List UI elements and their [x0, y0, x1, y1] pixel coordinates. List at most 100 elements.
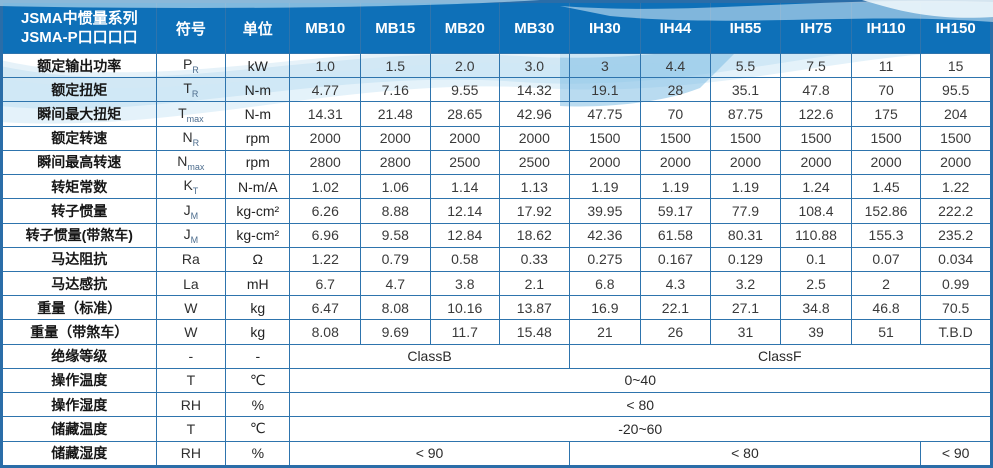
span-cell: < 90 [920, 440, 992, 467]
value-cell: 15 [920, 52, 992, 79]
value-cell: 14.31 [289, 101, 362, 127]
symbol-cell: T [155, 367, 227, 394]
value-cell: 80.31 [709, 222, 782, 248]
symbol-cell: JM [155, 198, 227, 224]
value-cell: 3.8 [429, 270, 501, 297]
unit-cell: ℃ [225, 416, 291, 442]
value-cell: 12.84 [429, 222, 501, 248]
unit-cell: Ω [225, 246, 291, 272]
row-label: 重量（标准） [1, 295, 157, 321]
model-column-header-ih55: IH55 [709, 1, 782, 54]
value-cell: 51 [850, 319, 922, 345]
value-cell: 1.13 [499, 174, 570, 200]
value-cell: 6.8 [568, 270, 642, 297]
value-cell: 0.58 [429, 246, 501, 272]
value-cell: 1.19 [709, 174, 782, 200]
table-title-line2: JSMA-P口口口口 [20, 29, 138, 46]
spec-row-12: 绝缘等级 - - ClassB ClassF [1, 343, 993, 369]
unit-cell: ℃ [225, 367, 291, 394]
value-cell: 59.17 [640, 198, 711, 224]
unit-cell: mH [225, 270, 291, 297]
value-cell: 87.75 [709, 101, 782, 127]
row-label: 瞬间最大扭矩 [1, 101, 157, 127]
spec-row-1: 额定扭矩 TR N-m 4.77 7.16 9.55 14.32 19.1 28 35.1 47.8… [1, 77, 992, 103]
spec-row-0: 额定输出功率 PR kW 1.0 1.5 2.0 3.0 3 4.4 5.5 7.5 11 15 [1, 52, 992, 79]
value-cell: 152.86 [850, 198, 922, 224]
value-cell: 1500 [640, 125, 711, 151]
value-cell: 10.16 [429, 295, 501, 321]
row-label: 转矩常数 [1, 174, 157, 200]
value-cell: 8.08 [289, 319, 362, 345]
value-cell: 70.5 [920, 295, 992, 321]
value-cell: 5.5 [709, 52, 782, 79]
row-label: 额定转速 [1, 125, 157, 151]
value-cell: 1.19 [640, 174, 711, 200]
value-cell: 9.69 [360, 319, 431, 345]
value-cell: 27.1 [709, 295, 782, 321]
symbol-cell: Ra [155, 246, 227, 272]
spec-row-3: 额定转速 NR rpm 2000 2000 2000 2000 1500 1500 1500 150… [1, 125, 992, 151]
value-cell: 19.1 [568, 77, 642, 103]
value-cell: 4.7 [360, 270, 431, 297]
value-cell: 108.4 [780, 198, 852, 224]
unit-cell: % [225, 392, 291, 418]
value-cell: 22.1 [640, 295, 711, 321]
value-cell: 21 [568, 319, 642, 345]
value-cell: 1.02 [289, 174, 362, 200]
value-cell: 1.45 [850, 174, 922, 200]
value-cell: 0.275 [568, 246, 642, 272]
value-cell: 2000 [360, 125, 431, 151]
row-label: 转子惯量(带煞车) [1, 222, 157, 248]
symbol-cell: PR [155, 52, 227, 79]
spec-row-4: 瞬间最高转速 Nmax rpm 2800 2800 2500 2500 2000 2000 200… [1, 149, 992, 176]
value-cell: 4.77 [289, 77, 362, 103]
value-cell: 11 [850, 52, 922, 79]
value-cell: 34.8 [780, 295, 852, 321]
row-label: 重量（带煞车） [1, 319, 157, 345]
value-cell: 77.9 [709, 198, 782, 224]
span-cell: < 80 [568, 440, 922, 467]
value-cell: 1500 [850, 125, 922, 151]
value-cell: 222.2 [920, 198, 992, 224]
value-cell: 11.7 [429, 319, 501, 345]
table-title-line1: JSMA中惯量系列 [20, 9, 138, 27]
value-cell: 1.14 [429, 174, 501, 200]
table-title: JSMA中惯量系列 JSMA-P口口口口 [1, 1, 157, 54]
value-cell: 2500 [499, 149, 570, 176]
row-label: 额定扭矩 [1, 77, 157, 103]
value-cell: 35.1 [709, 77, 782, 103]
value-cell: 2000 [568, 149, 642, 176]
row-label: 马达感抗 [1, 270, 157, 297]
spec-row-6: 转子惯量 JM kg-cm² 6.26 8.88 12.14 17.92 39.95 59.17… [1, 198, 992, 224]
value-cell: 28 [640, 77, 711, 103]
spec-row-15: 储藏温度 T ℃ -20~60 [1, 416, 992, 442]
model-column-header-ih110: IH110 [850, 1, 922, 54]
model-column-header-mb15: MB15 [360, 1, 431, 54]
value-cell: 204 [920, 101, 992, 127]
value-cell: 42.96 [499, 101, 570, 127]
symbol-column-header: 符号 [155, 1, 227, 54]
value-cell: 0.167 [640, 246, 711, 272]
value-cell: 6.26 [289, 198, 362, 224]
spec-row-13: 操作温度 T ℃ 0~40 [1, 367, 992, 394]
value-cell: 1.22 [920, 174, 992, 200]
value-cell: 3.2 [709, 270, 782, 297]
value-cell: 13.87 [499, 295, 570, 321]
value-cell: 26 [640, 319, 711, 345]
value-cell: 9.58 [360, 222, 431, 248]
value-cell: 0.034 [920, 246, 992, 272]
value-cell: 12.14 [429, 198, 501, 224]
value-cell: 6.7 [289, 270, 362, 297]
value-cell: 1500 [780, 125, 852, 151]
value-cell: 42.36 [568, 222, 642, 248]
value-cell: 155.3 [850, 222, 922, 248]
value-cell: 47.8 [780, 77, 852, 103]
value-cell: 122.6 [780, 101, 852, 127]
value-cell: 2.1 [499, 270, 570, 297]
value-cell: 0.99 [920, 270, 992, 297]
spec-row-16: 储藏湿度 RH% < 90 < 80 < 90 [1, 440, 992, 467]
value-cell: 47.75 [568, 101, 642, 127]
value-cell: 39.95 [568, 198, 642, 224]
